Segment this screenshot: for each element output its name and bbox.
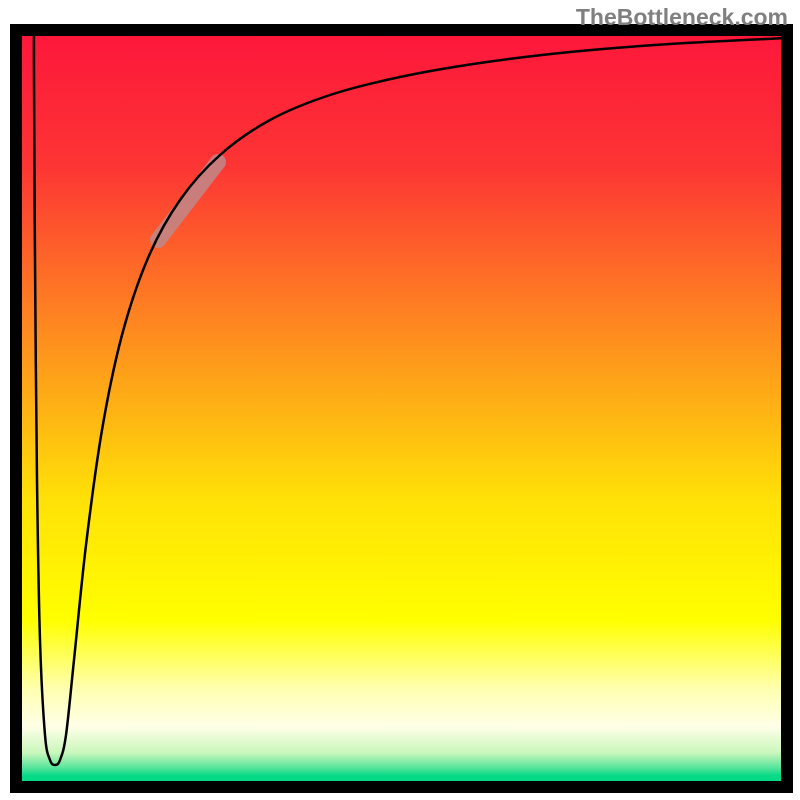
chart-svg [0,0,800,800]
attribution-label: TheBottleneck.com [576,4,788,31]
plot-background [16,30,787,787]
chart-container: TheBottleneck.com [0,0,800,800]
